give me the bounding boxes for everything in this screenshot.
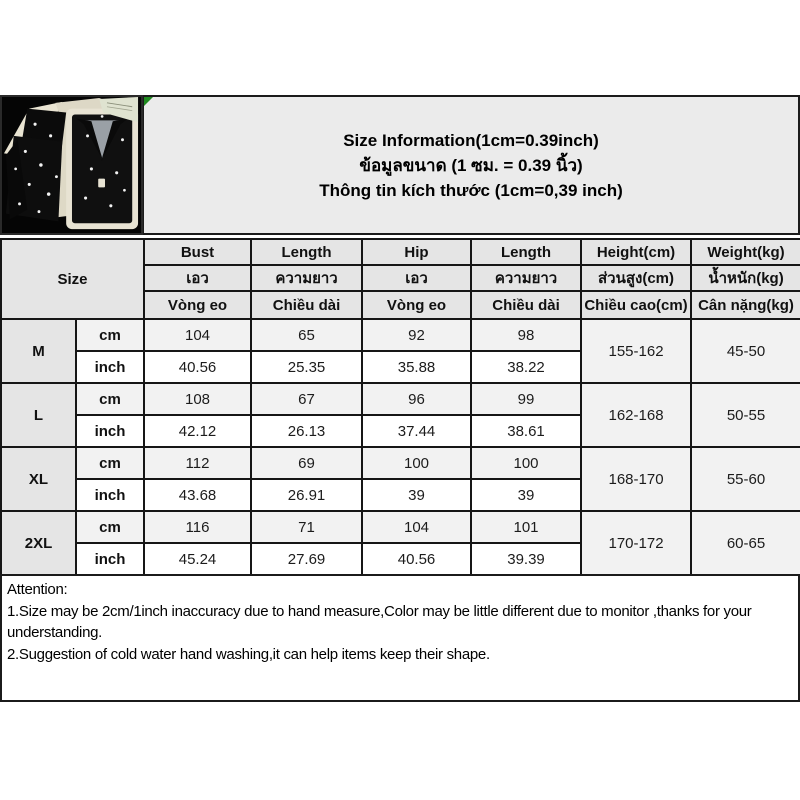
table-row-l-inch: inch 42.12 26.13 37.44 38.61 [1, 414, 800, 448]
col-header-length2-th: ความยาว [470, 264, 583, 292]
table-row-xl-inch: inch 43.68 26.91 39 39 [1, 478, 800, 512]
pajama-set-photo-illustration [2, 97, 141, 233]
measurement-cell: 39.39 [470, 542, 583, 576]
measurement-cell: 65 [250, 318, 364, 352]
excel-corner-flag-icon [144, 97, 153, 106]
header-row-en: Size Bust Length Hip Length Height(cm) W… [0, 238, 800, 320]
col-header-length1-vi: Chiều dài [250, 290, 364, 320]
measurement-cell: 45.24 [143, 542, 253, 576]
col-header-length2-en: Length [470, 238, 583, 266]
measurement-cell: 27.69 [250, 542, 364, 576]
measurement-cell: 26.13 [250, 414, 364, 448]
attention-box: Attention: 1.Size may be 2cm/1inch inacc… [0, 574, 800, 702]
height-cell: 162-168 [580, 382, 693, 448]
col-header-length1-en: Length [250, 238, 364, 266]
measurement-cell: 35.88 [361, 350, 473, 384]
unit-cell-inch: inch [74, 478, 146, 512]
unit-cell-cm: cm [74, 382, 146, 416]
measurement-cell: 92 [361, 318, 473, 352]
table-row-2xl-cm: 2XL cm 116 71 104 101 170-172 60-65 [0, 510, 800, 576]
height-cell: 155-162 [580, 318, 693, 384]
measurement-cell: 67 [250, 382, 364, 416]
product-photo [0, 95, 143, 235]
col-header-length1-th: ความยาว [250, 264, 364, 292]
col-header-bust-vi: Vòng eo [143, 290, 253, 320]
title-english: Size Information(1cm=0.39inch) [343, 130, 599, 150]
size-label-xl: XL [0, 446, 77, 512]
measurement-cell: 112 [143, 446, 253, 480]
col-header-height-en: Height(cm) [580, 238, 693, 266]
measurement-cell: 104 [361, 510, 473, 544]
table-row-xl-cm: XL cm 112 69 100 100 168-170 55-60 [0, 446, 800, 512]
measurement-cell: 69 [250, 446, 364, 480]
col-header-bust-en: Bust [143, 238, 253, 266]
measurement-cell: 40.56 [361, 542, 473, 576]
weight-cell: 45-50 [690, 318, 800, 384]
table-row-2xl-inch: inch 45.24 27.69 40.56 39.39 [1, 542, 800, 576]
size-corner-cell: Size [0, 238, 146, 320]
measurement-cell: 98 [470, 318, 583, 352]
measurement-cell: 100 [361, 446, 473, 480]
attention-note-2: 2.Suggestion of cold water hand washing,… [7, 645, 490, 663]
measurement-cell: 38.61 [470, 414, 583, 448]
size-table: Size Bust Length Hip Length Height(cm) W… [0, 238, 800, 576]
top-band: Size Information(1cm=0.39inch) ข้อมูลขนา… [0, 95, 800, 235]
measurement-cell: 104 [143, 318, 253, 352]
unit-cell-inch: inch [74, 542, 146, 576]
unit-cell-inch: inch [74, 350, 146, 384]
measurement-cell: 96 [361, 382, 473, 416]
attention-note-1: 1.Size may be 2cm/1inch inaccuracy due t… [7, 602, 752, 642]
measurement-cell: 108 [143, 382, 253, 416]
measurement-cell: 37.44 [361, 414, 473, 448]
size-label-l: L [0, 382, 77, 448]
measurement-cell: 99 [470, 382, 583, 416]
table-row-m-inch: inch 40.56 25.35 35.88 38.22 [1, 350, 800, 384]
title-banner: Size Information(1cm=0.39inch) ข้อมูลขนา… [143, 95, 800, 235]
measurement-cell: 116 [143, 510, 253, 544]
header-row-th: เอว ความยาว เอว ความยาว ส่วนสูง(cm) น้ำห… [1, 264, 800, 292]
unit-cell-cm: cm [74, 510, 146, 544]
measurement-cell: 43.68 [143, 478, 253, 512]
weight-cell: 55-60 [690, 446, 800, 512]
weight-cell: 50-55 [690, 382, 800, 448]
height-cell: 168-170 [580, 446, 693, 512]
col-header-hip-th: เอว [361, 264, 473, 292]
measurement-cell: 39 [361, 478, 473, 512]
size-chart-sheet: Size Information(1cm=0.39inch) ข้อมูลขนา… [0, 95, 800, 702]
measurement-cell: 71 [250, 510, 364, 544]
attention-heading: Attention: [7, 581, 68, 598]
measurement-cell: 42.12 [143, 414, 253, 448]
unit-cell-cm: cm [74, 318, 146, 352]
height-cell: 170-172 [580, 510, 693, 576]
col-header-weight-en: Weight(kg) [690, 238, 800, 266]
measurement-cell: 40.56 [143, 350, 253, 384]
measurement-cell: 39 [470, 478, 583, 512]
unit-cell-inch: inch [74, 414, 146, 448]
col-header-weight-th: น้ำหนัก(kg) [690, 264, 800, 292]
size-label-2xl: 2XL [0, 510, 77, 576]
measurement-cell: 25.35 [250, 350, 364, 384]
size-label-m: M [0, 318, 77, 384]
header-row-vi: Vòng eo Chiều dài Vòng eo Chiều dài Chiề… [1, 290, 800, 320]
col-header-hip-vi: Vòng eo [361, 290, 473, 320]
col-header-height-th: ส่วนสูง(cm) [580, 264, 693, 292]
weight-cell: 60-65 [690, 510, 800, 576]
measurement-cell: 38.22 [470, 350, 583, 384]
table-row-m-cm: M cm 104 65 92 98 155-162 45-50 [0, 318, 800, 384]
col-header-weight-vi: Cân nặng(kg) [690, 290, 800, 320]
col-header-height-vi: Chiều cao(cm) [580, 290, 693, 320]
unit-cell-cm: cm [74, 446, 146, 480]
col-header-hip-en: Hip [361, 238, 473, 266]
measurement-cell: 100 [470, 446, 583, 480]
title-vietnamese: Thông tin kích thước (1cm=0,39 inch) [319, 180, 623, 200]
col-header-length2-vi: Chiều dài [470, 290, 583, 320]
table-row-l-cm: L cm 108 67 96 99 162-168 50-55 [0, 382, 800, 448]
measurement-cell: 101 [470, 510, 583, 544]
measurement-cell: 26.91 [250, 478, 364, 512]
title-thai: ข้อมูลขนาด (1 ซม. = 0.39 นิ้ว) [359, 155, 583, 175]
col-header-bust-th: เอว [143, 264, 253, 292]
